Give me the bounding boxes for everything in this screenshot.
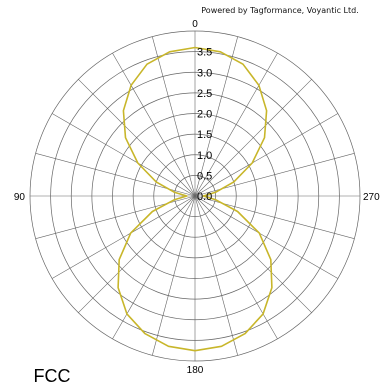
series-line <box>117 46 273 352</box>
label-layer: 0.0 0.5 1.0 1.5 2.0 2.5 3.0 3.5 0 90 180 270 <box>14 19 380 376</box>
angle-label: 90 <box>14 192 26 203</box>
radial-tick-label: 3.5 <box>197 47 212 59</box>
grid-spoke <box>194 52 278 197</box>
radial-tick-label: 2.0 <box>197 109 212 121</box>
grid-spoke <box>194 195 278 340</box>
radial-tick-label: 0.0 <box>197 191 212 203</box>
grid-spoke <box>51 195 196 279</box>
radial-tick-label: 2.5 <box>197 88 212 100</box>
radial-tick-label: 0.5 <box>197 170 212 182</box>
angle-label: 0 <box>192 19 198 30</box>
radial-tick-label: 1.0 <box>197 150 212 162</box>
angle-label: 180 <box>187 365 204 376</box>
grid-spoke <box>78 79 196 197</box>
angle-label: 270 <box>363 192 380 203</box>
grid-spoke <box>194 195 339 279</box>
caption-text: FCC <box>34 366 71 383</box>
grid-spoke <box>152 36 196 197</box>
grid-spoke <box>194 36 238 197</box>
grid-spoke <box>194 195 312 313</box>
credit-text: Powered by Tagformance, Voyantic Ltd. <box>201 6 358 15</box>
grid-spoke <box>112 195 196 340</box>
grid-spoke <box>152 195 196 356</box>
radial-tick-label: 3.0 <box>197 67 212 79</box>
polar-grid <box>29 30 361 362</box>
grid-spoke <box>51 113 196 197</box>
grid-spoke <box>112 52 196 197</box>
grid-spoke <box>194 113 339 197</box>
grid-spoke <box>194 195 238 356</box>
series-layer <box>117 46 273 352</box>
grid-spoke <box>78 195 196 313</box>
radial-tick-label: 1.5 <box>197 129 212 141</box>
grid-spoke <box>194 79 312 197</box>
